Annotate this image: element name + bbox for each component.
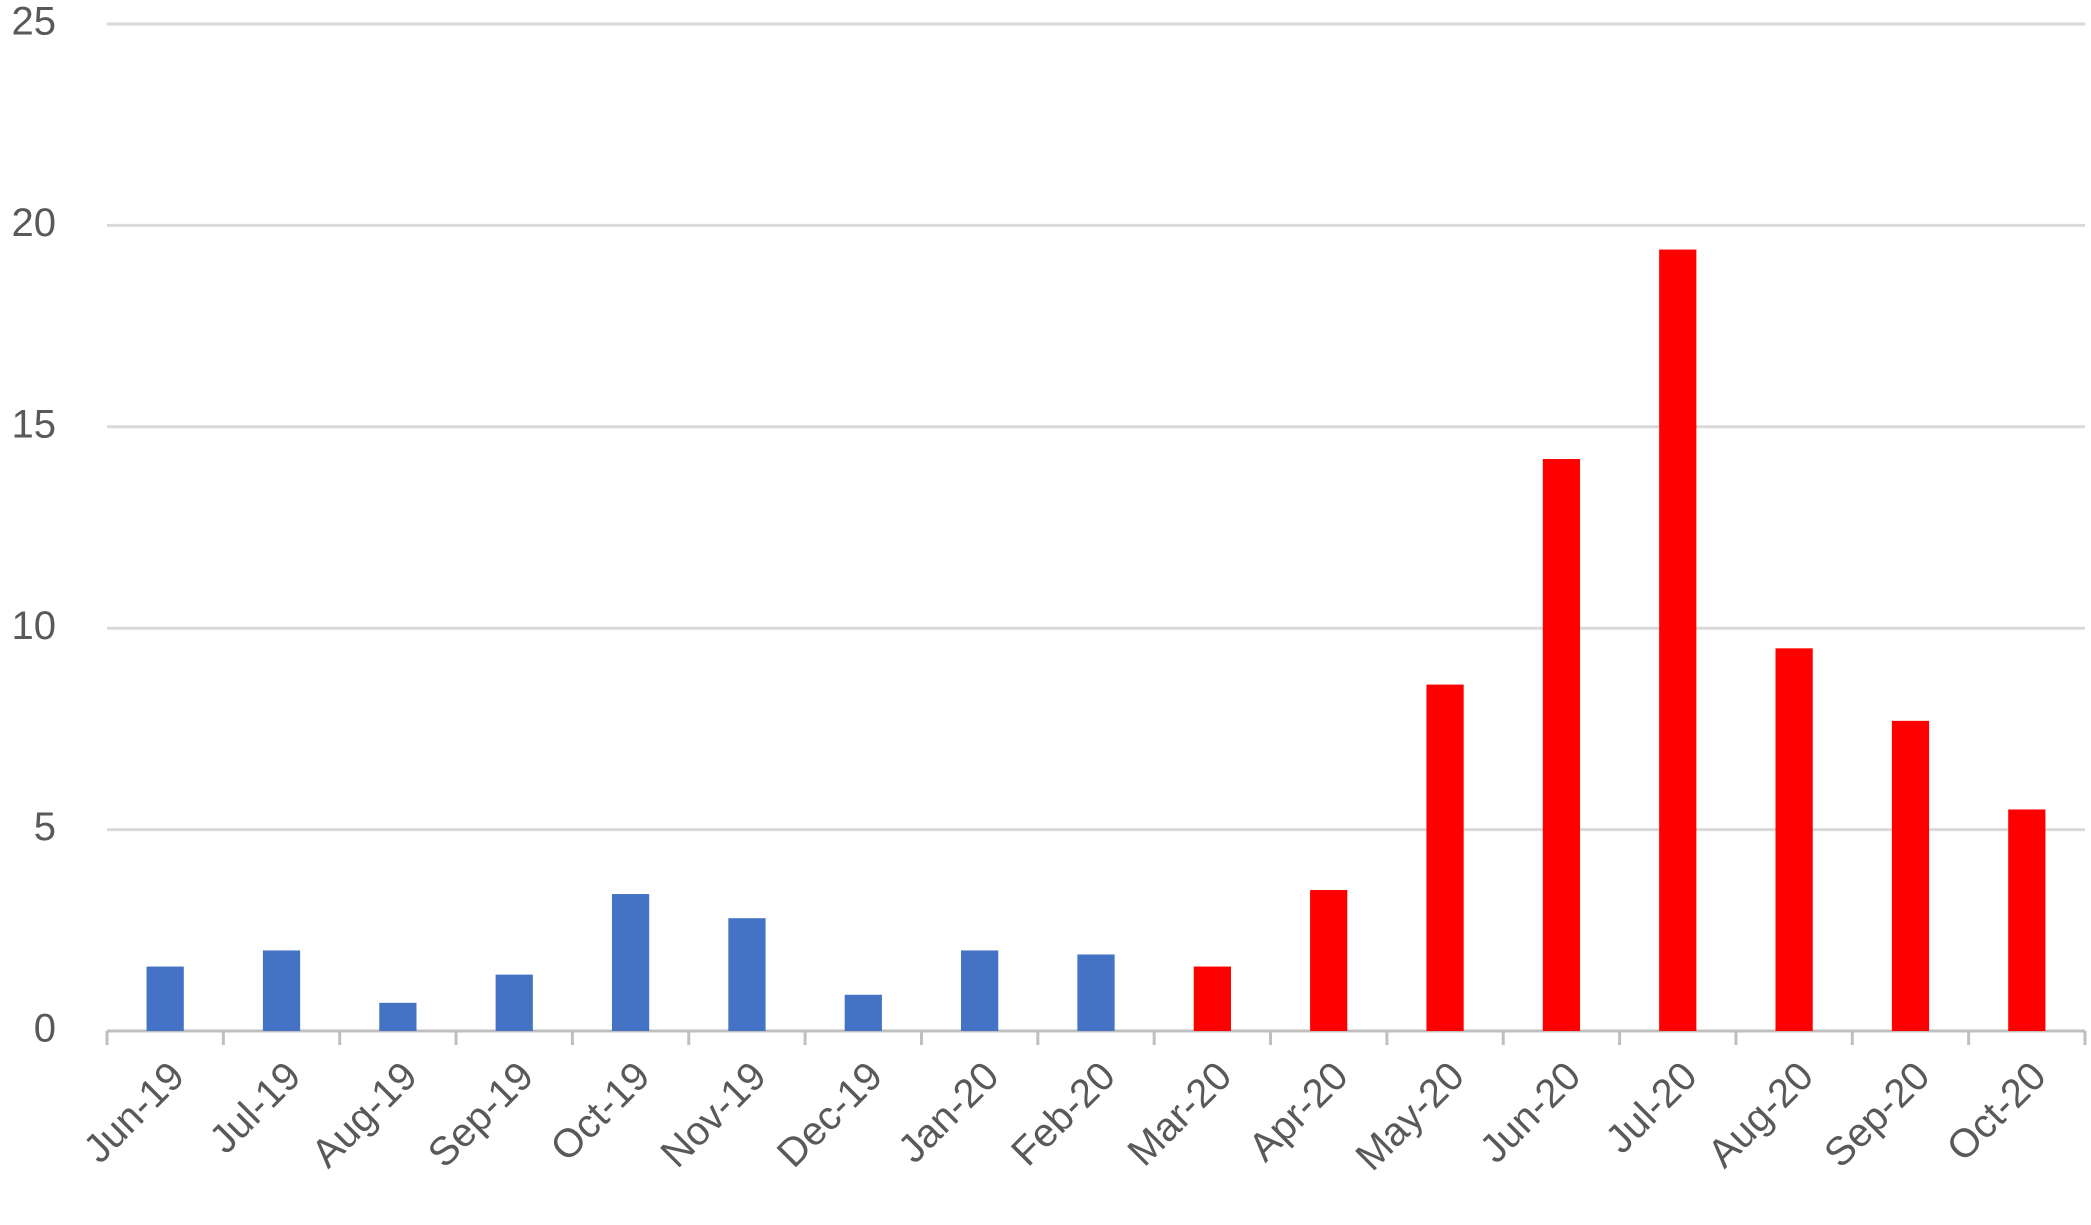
- bar: [1310, 890, 1348, 1031]
- x-tick-label: Oct-20: [1939, 1054, 2055, 1170]
- bar: [1659, 249, 1697, 1031]
- x-tick-label: Aug-20: [1700, 1054, 1822, 1176]
- x-tick-label: May-20: [1347, 1054, 1472, 1179]
- x-tick-label: Jan-20: [890, 1054, 1008, 1172]
- x-tick-label: Nov-19: [652, 1054, 774, 1176]
- x-tick-label: Jun-19: [75, 1054, 193, 1172]
- bar: [2008, 809, 2046, 1031]
- bar: [1891, 720, 1930, 1031]
- x-tick-label: Jul-20: [1597, 1054, 1705, 1162]
- bar: [961, 950, 999, 1031]
- bar: [728, 918, 766, 1031]
- x-tick-label: Jun-20: [1472, 1054, 1590, 1172]
- x-tick-label: Aug-19: [303, 1054, 425, 1176]
- bar: [379, 1002, 417, 1031]
- bar: [844, 994, 882, 1031]
- bar: [611, 894, 650, 1031]
- x-tick-label: Dec-19: [769, 1054, 891, 1176]
- x-tick-label: Jul-19: [201, 1054, 309, 1162]
- y-tick-label: 5: [34, 805, 56, 849]
- x-tick-label: Feb-20: [1003, 1054, 1124, 1175]
- y-tick-label: 20: [12, 201, 57, 245]
- bar: [146, 966, 184, 1031]
- y-tick-label: 15: [12, 402, 57, 446]
- bar: [1426, 684, 1464, 1031]
- x-tick-label: Sep-19: [420, 1054, 542, 1176]
- y-tick-label: 10: [12, 604, 57, 648]
- bar: [262, 950, 301, 1031]
- bar: [1077, 954, 1115, 1031]
- x-tick-label: Sep-20: [1816, 1054, 1938, 1176]
- y-tick-label: 0: [34, 1007, 56, 1051]
- x-tick-label: Apr-20: [1241, 1054, 1357, 1170]
- x-tick-label: Oct-19: [542, 1054, 658, 1170]
- bar: [1542, 459, 1581, 1031]
- x-tick-label: Mar-20: [1119, 1054, 1240, 1175]
- bar: [495, 974, 533, 1031]
- bar: [1193, 966, 1231, 1031]
- y-tick-label: 25: [12, 0, 57, 44]
- bar: [1775, 648, 1813, 1031]
